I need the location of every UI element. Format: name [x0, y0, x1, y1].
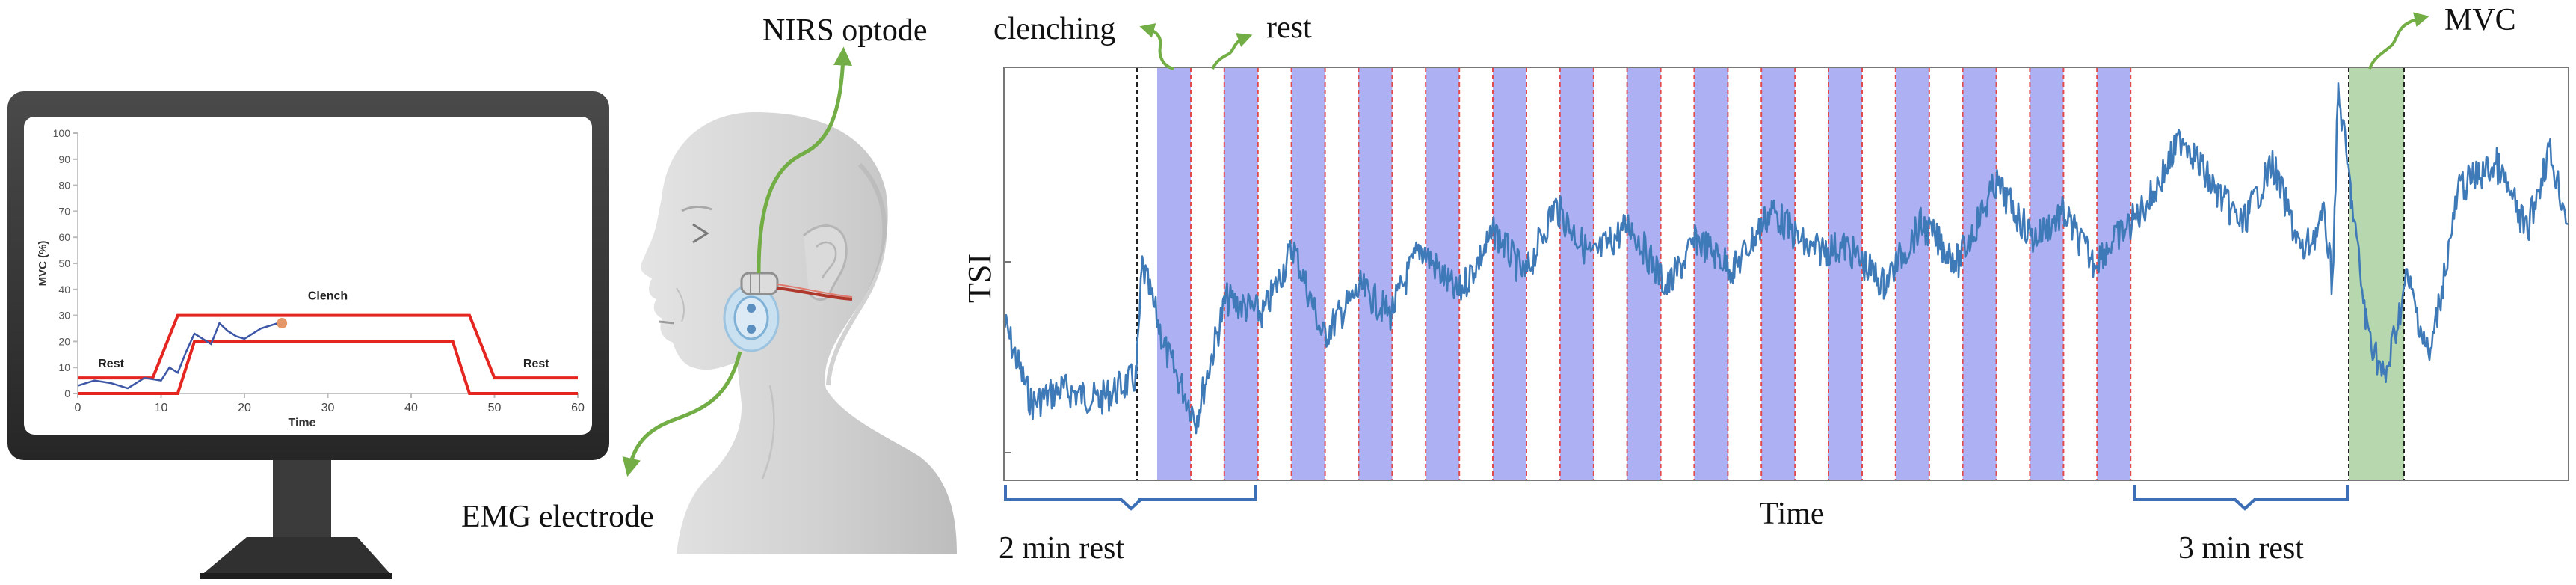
rest-label: rest: [1266, 10, 1312, 45]
tsi-plot-frame: [1003, 67, 2569, 481]
mvc-y-tick-label: 90: [58, 153, 70, 165]
clench-block: [1895, 67, 1929, 480]
mvc-upper-target-line: [78, 313, 578, 380]
clench-block: [1157, 67, 1191, 480]
mvc-chart-y-label: MVC (%): [37, 241, 49, 287]
mvc-x-tick-label: 50: [488, 402, 502, 414]
mvc-annotation-clench: Clench: [308, 290, 348, 303]
clenching-arrow: [1139, 23, 1174, 70]
eyebrow: [681, 206, 712, 212]
clench-block: [1291, 67, 1325, 480]
rest-arrow: [1211, 33, 1253, 70]
brace-3min-rest: [2133, 485, 2349, 511]
emg-electrode: [723, 284, 780, 352]
clench-block: [2030, 67, 2064, 480]
clench-block: [1761, 67, 1796, 480]
tsi-bands: [1157, 67, 2404, 480]
mvc-chart-x-ticks: 0 10 20 30 40 50 60: [75, 393, 585, 414]
mvc-block: [2349, 67, 2404, 480]
mvc-annotation-rest-left: Rest: [98, 358, 124, 370]
clench-block: [1694, 67, 1728, 480]
mvc-y-tick-label: 100: [53, 127, 71, 139]
clench-block: [1962, 67, 1997, 480]
mvc-arrow: [2368, 12, 2429, 70]
monitor-base-shadow: [200, 573, 392, 579]
rest-3min-label: 3 min rest: [2178, 531, 2304, 566]
emg-arrow: [622, 351, 742, 477]
monitor-base: [200, 537, 392, 576]
mvc-y-tick-label: 30: [58, 310, 70, 322]
mvc-y-tick-label: 20: [58, 335, 70, 347]
mvc-x-tick-label: 10: [155, 402, 168, 414]
mvc-x-tick-label: 0: [75, 402, 81, 414]
brace-2min-rest: [1004, 485, 1257, 511]
mvc-x-tick-label: 20: [238, 402, 251, 414]
head-illustration: [622, 46, 957, 554]
monitor-screen: [24, 117, 592, 435]
nirs-optode-label: NIRS optode: [762, 13, 928, 48]
mvc-y-tick-label: 80: [58, 180, 70, 192]
mvc-lower-target-line: [78, 340, 578, 395]
emg-electrode-label: EMG electrode: [461, 500, 654, 534]
mvc-y-tick-label: 10: [58, 361, 70, 373]
nirs-optode: [740, 272, 853, 301]
mouth: [659, 320, 675, 325]
mvc-current-marker: [277, 318, 288, 329]
rest-2min-label: 2 min rest: [999, 531, 1124, 566]
ear: [802, 224, 848, 301]
mvc-y-tick-label: 50: [58, 257, 70, 269]
mvc-chart-series: [77, 313, 578, 395]
mvc-y-tick-label: 70: [58, 205, 70, 217]
mvc-chart: 0 10 20 30 40 50 60 70 80 90 100 0 10 20 30 40 50 60 MVC…: [37, 127, 585, 429]
clenching-label: clenching: [993, 12, 1115, 46]
clench-block: [1224, 67, 1258, 480]
mvc-y-tick-label: 60: [58, 231, 70, 243]
clench-block: [1828, 67, 1862, 480]
clench-block: [1559, 67, 1594, 480]
tsi-dividers: [1136, 67, 2405, 480]
mvc-x-tick-label: 40: [404, 402, 418, 414]
neck-line: [761, 385, 775, 480]
mvc-y-tick-label: 0: [64, 388, 70, 399]
mvc-label: MVC: [2444, 3, 2516, 37]
head-rim-shade: [826, 162, 887, 386]
monitor-neck: [273, 460, 331, 537]
tsi-signal-line: [1002, 82, 2569, 435]
mvc-x-tick-label: 60: [571, 402, 585, 414]
mvc-actual-line: [77, 321, 278, 390]
mvc-chart-y-ticks: 0 10 20 30 40 50 60 70 80 90 100: [53, 127, 78, 399]
tsi-y-label: TSI: [961, 254, 998, 303]
nasolabial: [676, 287, 685, 322]
mvc-y-tick-label: 40: [58, 284, 70, 295]
head-silhouette: [641, 112, 957, 554]
tsi-y-ticks: [1004, 67, 1011, 453]
nirs-arrow: [757, 46, 852, 274]
ear-inner: [816, 241, 837, 279]
eye: [692, 223, 709, 244]
mvc-annotation-rest-right: Rest: [523, 358, 549, 370]
tsi-x-label: Time: [1759, 497, 1824, 531]
clench-block: [2097, 67, 2131, 480]
mvc-chart-x-label: Time: [288, 417, 315, 429]
mvc-x-tick-label: 30: [321, 402, 335, 414]
tsi-chart: TSI Time 2 min rest 3 min rest clenching…: [961, 3, 2569, 566]
